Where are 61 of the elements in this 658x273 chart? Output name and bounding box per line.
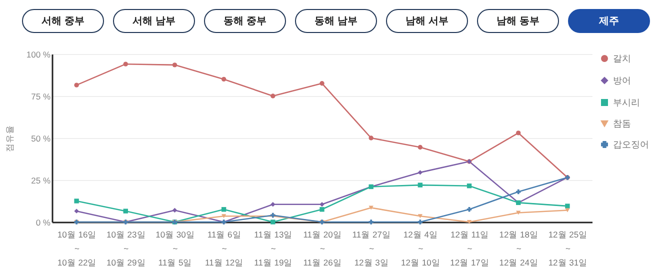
text: 제주 — [568, 9, 650, 33]
x-tick-label: 10월 30일 ~ 11월 5일 — [156, 230, 195, 268]
text: 동해 중부 — [204, 9, 286, 33]
x-tick-label: 12월 4일 ~ 12월 10일 — [401, 230, 440, 268]
point — [74, 198, 79, 204]
point — [74, 82, 79, 88]
point — [320, 202, 324, 207]
x-tick-label: 10월 23일 ~ 10월 29일 — [106, 230, 146, 268]
legend-label: 부시리 — [613, 98, 640, 108]
point — [418, 182, 423, 188]
text: 남해 서부 — [386, 9, 468, 33]
y-tick-label: 50 % — [31, 134, 51, 144]
point — [270, 94, 276, 98]
point — [172, 208, 178, 213]
text: 서해 중부 — [22, 9, 104, 33]
point — [516, 189, 521, 194]
point — [516, 210, 521, 215]
point — [270, 220, 276, 224]
point — [418, 214, 423, 218]
x-tick-label: 11월 6일 ~ 11월 12일 — [205, 230, 244, 268]
point — [221, 214, 226, 218]
x-tick-label: 12월 25일 ~ 12월 31일 — [548, 230, 588, 268]
legend-label: 참돔 — [613, 118, 631, 128]
text: 동해 남부 — [295, 9, 377, 33]
y-tick-label: 100 % — [26, 50, 51, 60]
legend-label: 방어 — [613, 76, 631, 86]
y-tick-label: 75 % — [31, 92, 51, 102]
point — [221, 207, 226, 212]
point — [516, 130, 521, 136]
point — [418, 220, 423, 224]
point — [123, 62, 128, 66]
y-axis-title: 점유율 — [4, 125, 14, 152]
point — [221, 76, 226, 82]
point — [368, 136, 374, 140]
point — [320, 81, 324, 86]
x-tick-label: 11월 27일 ~ 12월 3일 — [352, 230, 391, 268]
x-tick-label: 11월 20일 ~ 11월 26일 — [303, 230, 342, 268]
x-tick-label: 11월 13일 ~ 11월 19일 — [254, 230, 293, 268]
point — [466, 184, 472, 188]
legend-label: 갑오징어 — [613, 140, 649, 150]
text: 서해 남부 — [113, 9, 195, 33]
y-tick-label: 25 % — [31, 176, 51, 186]
legend-label: 갈치 — [613, 54, 631, 64]
x-tick-label: 10월 16일 ~ 10월 22일 — [57, 230, 97, 268]
point — [565, 208, 570, 212]
point — [418, 144, 423, 150]
point — [74, 208, 79, 214]
point — [466, 220, 472, 224]
point — [172, 62, 178, 68]
point — [320, 207, 324, 212]
point — [368, 206, 374, 210]
point — [368, 220, 374, 224]
x-tick-label: 12월 18일 ~ 12월 24일 — [499, 230, 539, 268]
point — [418, 170, 423, 175]
point — [270, 202, 276, 207]
point — [466, 207, 472, 212]
text: 남해 동부 — [477, 9, 559, 33]
y-tick-label: 0 % — [36, 218, 51, 228]
point — [123, 208, 128, 214]
x-tick-label: 12월 11일 ~ 12월 17일 — [450, 230, 490, 268]
point — [565, 204, 570, 208]
